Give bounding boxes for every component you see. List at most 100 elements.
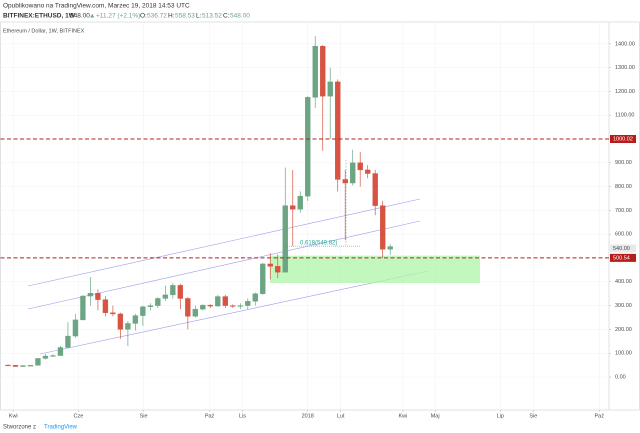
candle-body	[215, 296, 221, 307]
candle-body	[95, 293, 101, 300]
change: +11.27 (+2.1%)	[96, 13, 140, 20]
candle-body	[372, 173, 378, 206]
candle-body	[312, 45, 318, 98]
channel-line	[27, 220, 421, 310]
low-label: L:	[196, 13, 202, 20]
y-tick-label: 100.00	[615, 351, 632, 357]
y-tick-label: 200.00	[615, 327, 632, 333]
open-value: 536.72	[147, 13, 167, 20]
x-tick-label: Kwi	[9, 413, 18, 419]
x-tick-label: Sie	[529, 413, 537, 419]
close-value: 548.00	[230, 13, 250, 20]
candle-body	[155, 298, 161, 306]
y-tick-label: 1300.00	[615, 65, 635, 71]
candle-body	[365, 169, 371, 174]
candle-body	[342, 179, 348, 184]
candle-body	[132, 315, 139, 324]
candle-body	[237, 305, 243, 307]
x-tick-label: Kwi	[398, 413, 407, 419]
candle-body	[387, 246, 393, 250]
candle-body	[5, 364, 11, 367]
candle-body	[357, 162, 363, 171]
candle-body	[222, 296, 228, 306]
candle-body	[20, 365, 26, 367]
candle-body	[327, 81, 333, 97]
candle-body	[170, 285, 176, 296]
last-price-label: 540.00	[613, 246, 630, 252]
y-tick-label: 1200.00	[615, 89, 635, 95]
candle-body	[200, 304, 206, 310]
candle-body	[275, 266, 281, 273]
candle-body	[305, 97, 311, 197]
candle-body	[177, 285, 184, 299]
x-tick-label: Maj	[431, 413, 440, 419]
channel-line	[27, 198, 421, 287]
y-tick-label: 700.00	[615, 208, 632, 214]
open-label: O:	[140, 13, 147, 20]
candle-body	[380, 205, 386, 250]
high-value: 558.53	[175, 13, 195, 20]
grid	[0, 22, 609, 410]
y-tick-label: 300.00	[615, 303, 632, 309]
last-price-box	[610, 244, 636, 253]
x-tick-label: Sie	[140, 413, 148, 419]
candle-body	[72, 319, 79, 337]
candle-body	[162, 294, 169, 299]
candle-body	[350, 162, 356, 184]
candle-body	[282, 205, 288, 273]
level-label-box	[610, 253, 636, 262]
candle-body	[57, 347, 64, 356]
candle-body	[65, 335, 71, 348]
zone	[270, 255, 480, 283]
candle-body	[267, 263, 273, 267]
candle-body	[207, 304, 214, 307]
candle-body	[110, 312, 116, 315]
fib-label: 0.618(549.82)	[300, 241, 337, 247]
candle-body	[35, 358, 41, 366]
x-tick-label: Cze	[74, 413, 84, 419]
low-value: 513.52	[202, 13, 222, 20]
candle-body	[140, 306, 146, 316]
candle-body	[27, 365, 34, 367]
published-note: Opublikowano na TradingView.com, Marzec …	[3, 3, 190, 10]
channel-line	[39, 270, 429, 355]
footer-text: Stworzone z	[3, 425, 36, 431]
y-tick-label: 900.00	[615, 160, 632, 166]
price: 548.00	[70, 13, 90, 20]
y-tick-label: 1400.00	[615, 41, 635, 47]
candle-body	[117, 313, 124, 330]
annotations	[27, 160, 480, 355]
x-tick-label: 2018	[302, 413, 314, 419]
arrow: ▲	[89, 13, 95, 20]
candles	[5, 36, 393, 367]
candle-body	[87, 293, 94, 297]
x-tick-label: Lip	[497, 413, 504, 419]
symbol: BITFINEX:ETHUSD, 1W	[3, 13, 76, 20]
candle-body	[80, 295, 86, 321]
footer-brand: TradingView	[44, 425, 78, 431]
candle-body	[252, 293, 258, 302]
candle-body	[245, 301, 251, 306]
candle-body	[42, 355, 49, 359]
candle-body	[185, 298, 191, 317]
chart-title: Ethereum / Dollar, 1W, BITFINEX	[3, 28, 85, 34]
y-tick-label: 1100.00	[615, 113, 634, 119]
candle-body	[50, 355, 56, 357]
plot-frame	[0, 21, 640, 411]
candle-body	[147, 305, 154, 307]
x-tick-label: Lis	[239, 413, 246, 419]
level-label: 1000.02	[613, 136, 633, 142]
y-tick-label: 400.00	[615, 279, 632, 285]
level-label-box	[610, 134, 636, 143]
level-label: 500.54	[613, 255, 630, 261]
candle-body	[290, 205, 296, 210]
y-tick-label: 0.00	[615, 374, 626, 380]
close-label: C:	[223, 13, 230, 20]
x-tick-label: Lut	[337, 413, 345, 419]
y-tick-label: 600.00	[615, 232, 632, 238]
candle-body	[192, 308, 199, 317]
candle-body	[230, 305, 236, 307]
high-label: H:	[168, 13, 175, 20]
